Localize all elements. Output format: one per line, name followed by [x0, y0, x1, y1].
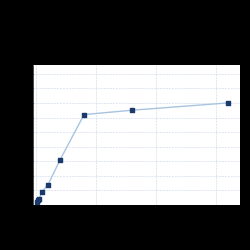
Point	[82, 112, 86, 116]
Point	[37, 196, 41, 200]
Point	[58, 158, 62, 162]
X-axis label: Human RANBP3L
Concentration (ng/ml): Human RANBP3L Concentration (ng/ml)	[98, 216, 175, 230]
Point	[226, 101, 230, 105]
Y-axis label: OD: OD	[10, 130, 16, 140]
Point	[35, 200, 39, 203]
Point	[46, 182, 50, 186]
Point	[130, 108, 134, 112]
Point	[36, 198, 40, 202]
Point	[40, 190, 44, 194]
